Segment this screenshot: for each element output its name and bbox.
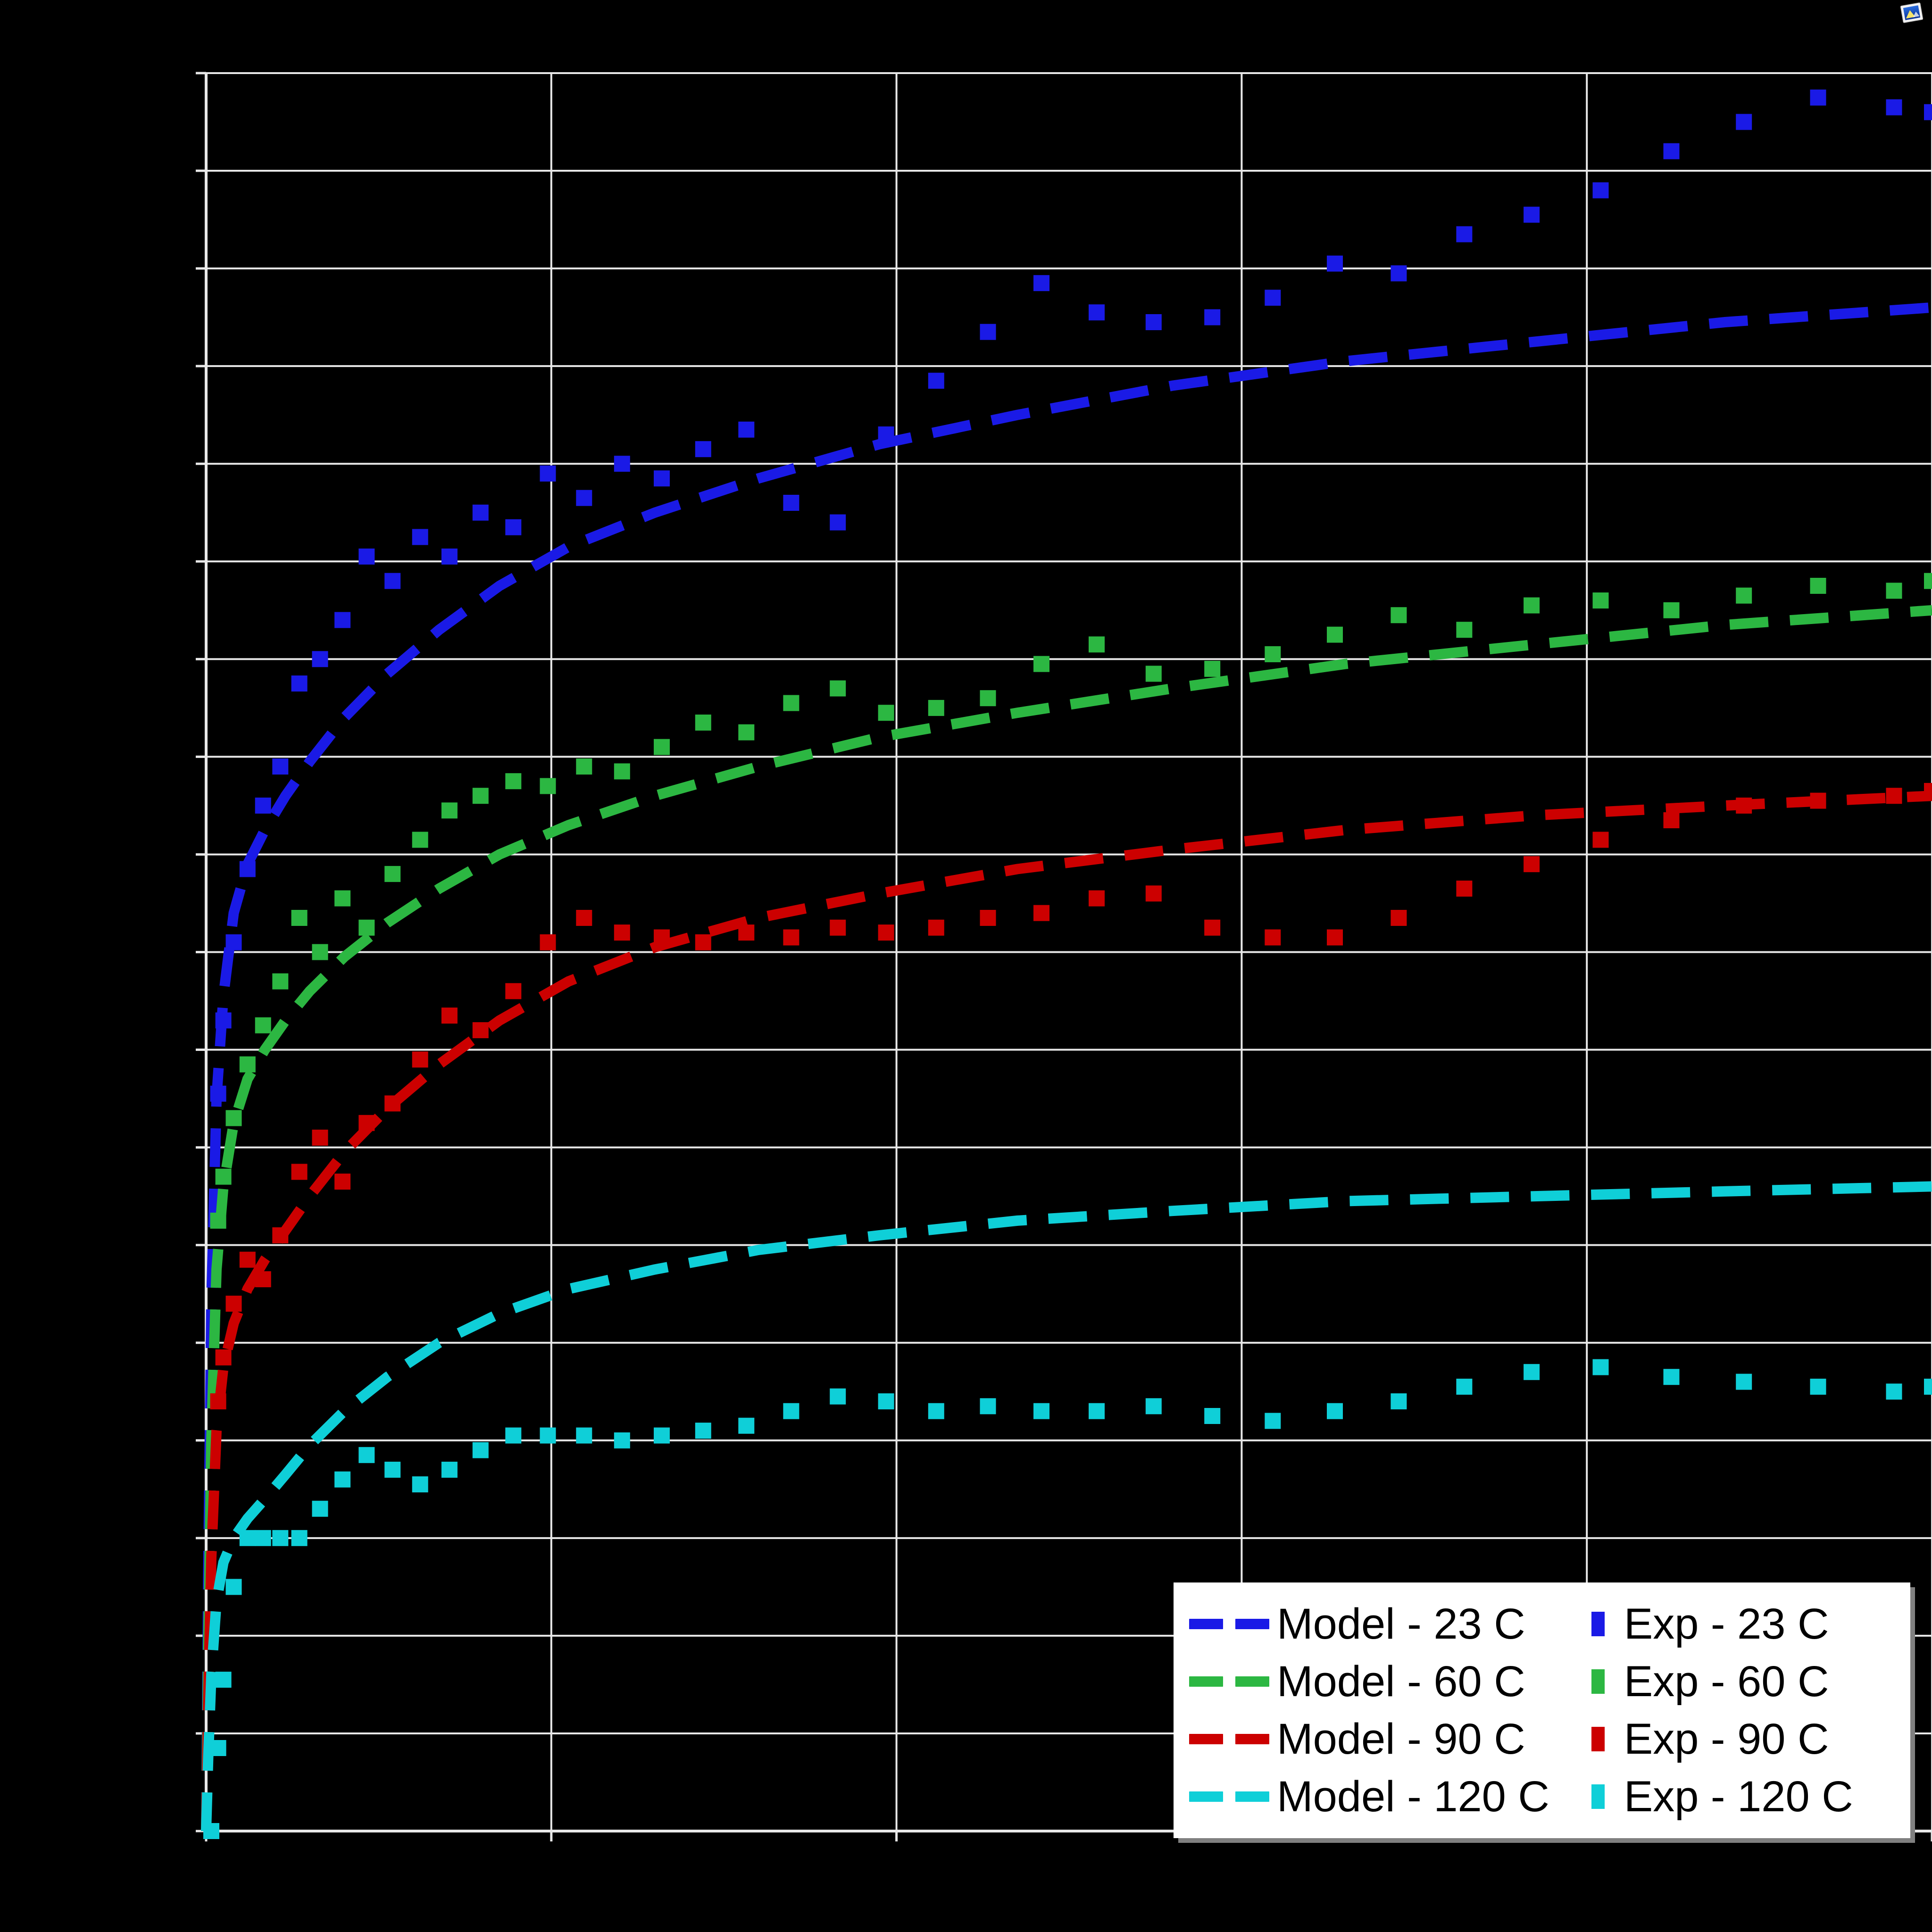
legend-item-exp-120c[interactable]: Exp - 120 C bbox=[1572, 1769, 1853, 1824]
image-viewer-icon[interactable] bbox=[1899, 2, 1924, 24]
legend-dash-swatch-60c bbox=[1189, 1672, 1277, 1691]
legend-square-swatch-120c bbox=[1572, 1784, 1624, 1809]
legend-label-exp-120c: Exp - 120 C bbox=[1624, 1773, 1853, 1821]
series-exp-23-c bbox=[203, 89, 1932, 1839]
legend-item-model-23c[interactable]: Model - 23 C bbox=[1189, 1596, 1549, 1652]
legend: Model - 23 C Model - 60 C Model - 90 C M… bbox=[1174, 1582, 1910, 1838]
legend-label-exp-60c: Exp - 60 C bbox=[1624, 1657, 1829, 1706]
legend-label-model-120c: Model - 120 C bbox=[1277, 1773, 1549, 1821]
legend-label-model-60c: Model - 60 C bbox=[1277, 1657, 1525, 1706]
series-exp-90-c bbox=[203, 783, 1932, 1839]
series-model-60-c bbox=[201, 605, 1932, 1832]
data-series bbox=[201, 89, 1932, 1839]
legend-dash-swatch-23c bbox=[1189, 1615, 1277, 1633]
legend-label-model-23c: Model - 23 C bbox=[1277, 1600, 1525, 1648]
legend-column-exp: Exp - 23 C Exp - 60 C Exp - 90 C Exp - 1… bbox=[1572, 1596, 1853, 1824]
legend-item-exp-90c[interactable]: Exp - 90 C bbox=[1572, 1711, 1853, 1767]
legend-square-swatch-90c bbox=[1572, 1727, 1624, 1751]
series-model-90-c bbox=[201, 791, 1932, 1832]
legend-label-model-90c: Model - 90 C bbox=[1277, 1715, 1525, 1763]
legend-item-model-60c[interactable]: Model - 60 C bbox=[1189, 1654, 1549, 1709]
legend-label-exp-90c: Exp - 90 C bbox=[1624, 1715, 1829, 1763]
legend-dash-swatch-120c bbox=[1189, 1787, 1277, 1806]
legend-item-model-90c[interactable]: Model - 90 C bbox=[1189, 1711, 1549, 1767]
legend-square-swatch-60c bbox=[1572, 1669, 1624, 1694]
legend-column-model: Model - 23 C Model - 60 C Model - 90 C M… bbox=[1189, 1596, 1549, 1824]
legend-item-exp-23c[interactable]: Exp - 23 C bbox=[1572, 1596, 1853, 1652]
series-exp-60-c bbox=[203, 573, 1932, 1839]
series-model-120-c bbox=[201, 1181, 1932, 1832]
legend-dash-swatch-90c bbox=[1189, 1730, 1277, 1749]
legend-square-swatch-23c bbox=[1572, 1612, 1624, 1636]
legend-item-exp-60c[interactable]: Exp - 60 C bbox=[1572, 1654, 1853, 1709]
gridlines bbox=[196, 72, 1932, 1841]
legend-label-exp-23c: Exp - 23 C bbox=[1624, 1600, 1829, 1648]
series-exp-120-c bbox=[203, 1359, 1932, 1839]
legend-item-model-120c[interactable]: Model - 120 C bbox=[1189, 1769, 1549, 1824]
